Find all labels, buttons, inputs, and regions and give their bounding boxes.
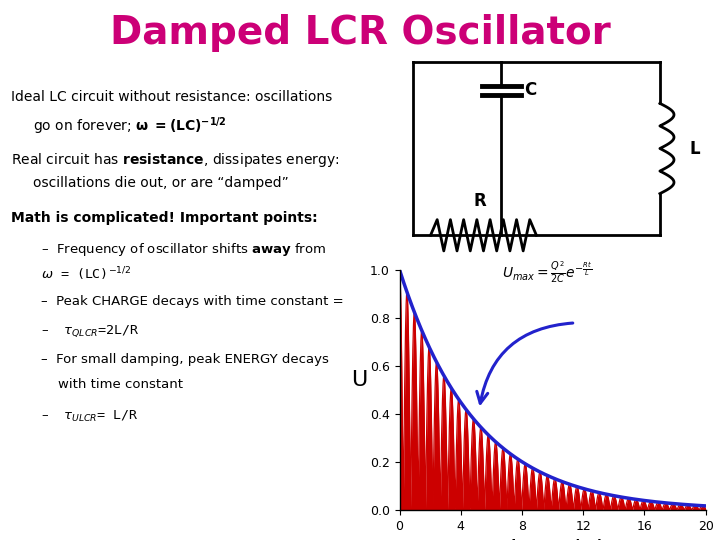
Text: go on forever; $\mathbf{\omega}$ $\mathbf{= (LC)^{-1/2}}$: go on forever; $\mathbf{\omega}$ $\mathb… [33,115,228,137]
Text: oscillations die out, or are “damped”: oscillations die out, or are “damped” [33,176,289,190]
Y-axis label: U: U [351,370,367,390]
Text: Real circuit has $\mathbf{resistance}$, dissipates energy:: Real circuit has $\mathbf{resistance}$, … [11,151,340,169]
Text: –  $\tau_{QLCR}$=2L/R: – $\tau_{QLCR}$=2L/R [41,323,139,339]
Text: –  Frequency of oscillator shifts $\mathbf{away}$ from: – Frequency of oscillator shifts $\mathb… [41,241,326,258]
Text: Math is complicated! Important points:: Math is complicated! Important points: [11,211,318,225]
Text: C: C [524,82,536,99]
X-axis label: time (s): time (s) [499,538,606,540]
Text: Damped LCR Oscillator: Damped LCR Oscillator [109,14,611,51]
Text: –  For small damping, peak ENERGY decays: – For small damping, peak ENERGY decays [41,353,329,366]
Text: L: L [690,139,701,158]
Text: Ideal LC circuit without resistance: oscillations: Ideal LC circuit without resistance: osc… [11,90,332,104]
Text: R: R [474,192,486,210]
Text: $U_{max} = \frac{Q^2}{2C}e^{-\frac{Rt}{L}}$: $U_{max} = \frac{Q^2}{2C}e^{-\frac{Rt}{L… [502,259,593,285]
Text: –  $\tau_{ULCR}$= L/R: – $\tau_{ULCR}$= L/R [41,408,138,423]
Text: $\omega$ = (LC)$^{-1/2}$: $\omega$ = (LC)$^{-1/2}$ [41,265,131,283]
Text: with time constant: with time constant [58,379,183,392]
Text: –  Peak CHARGE decays with time constant =: – Peak CHARGE decays with time constant … [41,295,343,308]
